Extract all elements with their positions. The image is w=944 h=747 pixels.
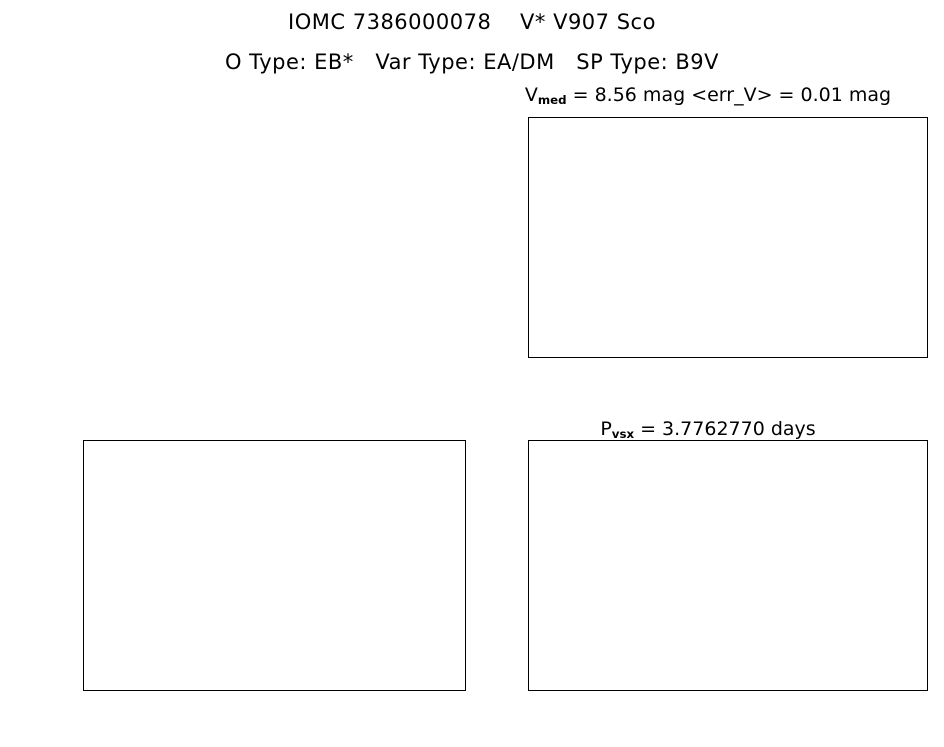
finder-chart (97, 87, 415, 384)
magnitude-stats-label: Vmed = 8.56 mag <err_V> = 0.01 mag (472, 84, 944, 107)
phase-plot (528, 440, 929, 692)
period-value-text: = 3.7762770 days (634, 418, 816, 440)
histogram-canvas (84, 441, 467, 692)
vmed-values: = 8.56 mag <err_V> = 0.01 mag (566, 84, 892, 106)
vmed-symbol: V (524, 84, 538, 106)
finder-chart-canvas (97, 87, 415, 384)
period-symbol: P (600, 418, 612, 440)
lightcurve-plot (528, 117, 929, 359)
phase-canvas (529, 441, 929, 692)
period-subscript: vsx (611, 426, 635, 441)
page-title: IOMC 7386000078 V* V907 Sco (288, 10, 656, 34)
period-label: Pvsx = 3.7762770 days (472, 418, 944, 441)
classification-line: O Type: EB* Var Type: EA/DM SP Type: B9V (224, 50, 720, 74)
histogram-plot (83, 440, 467, 692)
vmed-subscript: med (537, 92, 567, 107)
lightcurve-canvas (529, 118, 929, 359)
